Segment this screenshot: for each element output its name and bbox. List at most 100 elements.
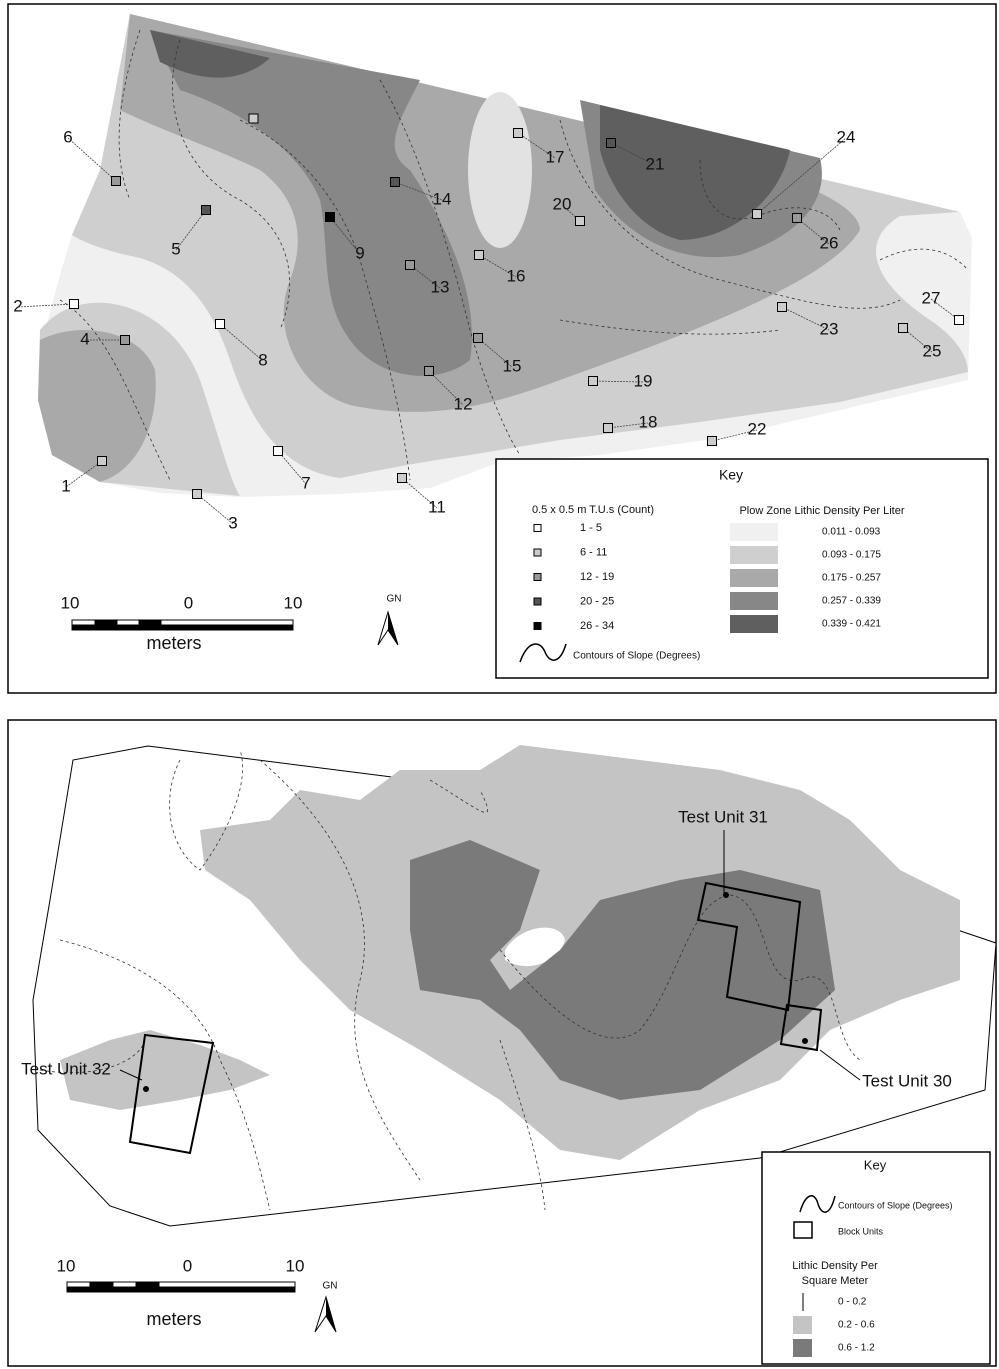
unit-label: 15 xyxy=(503,356,522,375)
unit-label: 14 xyxy=(433,189,452,208)
test-unit xyxy=(120,335,130,345)
unit-class-symbol xyxy=(533,622,542,630)
density-swatch xyxy=(730,569,778,587)
key-title: Key xyxy=(719,467,743,483)
test-unit xyxy=(954,315,964,325)
test-unit xyxy=(405,260,415,270)
key-title: Key xyxy=(864,1157,887,1172)
unit-label: 24 xyxy=(837,127,856,146)
leader xyxy=(277,450,307,485)
bottom-contours xyxy=(39,749,861,1211)
test-unit xyxy=(792,213,802,223)
leader xyxy=(711,429,758,442)
test-unit xyxy=(397,473,407,483)
unit-label: 13 xyxy=(431,277,450,296)
test-unit xyxy=(424,366,434,376)
scale-unit: meters xyxy=(146,633,201,653)
density-class-label: 0.2 - 0.6 xyxy=(838,1320,875,1331)
unit-label: 18 xyxy=(639,412,658,431)
test-unit xyxy=(575,216,585,226)
test-unit xyxy=(192,489,202,499)
test-unit xyxy=(752,209,762,219)
test-unit xyxy=(603,423,613,433)
key-density-title: Lithic Density Per xyxy=(792,1260,878,1272)
leader xyxy=(65,460,103,488)
unit-label: 23 xyxy=(820,319,839,338)
key-density-title: Plow Zone Lithic Density Per Liter xyxy=(739,505,904,517)
unit-label: 25 xyxy=(923,341,942,360)
unit-label: 12 xyxy=(454,394,473,413)
leader xyxy=(401,477,438,509)
unit-label: 4 xyxy=(80,329,89,348)
scale-label: 0 xyxy=(184,593,193,612)
leader xyxy=(219,323,264,362)
density-swatch xyxy=(793,1339,812,1357)
unit-class-label: 1 - 5 xyxy=(580,522,602,534)
test-unit xyxy=(273,446,283,456)
unit-label: 7 xyxy=(301,473,310,492)
unit-label: 6 xyxy=(63,127,72,146)
scale-label: 0 xyxy=(183,1256,192,1275)
generated-layer: 1234567891112131415161718192021222324252… xyxy=(13,113,964,1357)
unit-class-label: 20 - 25 xyxy=(580,595,614,607)
leader xyxy=(329,216,361,255)
leader xyxy=(67,137,117,182)
scale-bars xyxy=(66,619,296,1293)
scale-label: 10 xyxy=(61,593,80,612)
block-unit-symbol xyxy=(793,1221,813,1239)
unit-class-symbol xyxy=(533,573,542,581)
density-swatch xyxy=(730,546,778,564)
unit-class-symbol xyxy=(533,524,542,532)
test-unit xyxy=(473,333,483,343)
unit-label: 9 xyxy=(355,243,364,262)
unit-label: 27 xyxy=(922,288,941,307)
unit-label: 21 xyxy=(646,154,665,173)
unit-class-symbol xyxy=(533,597,542,606)
test-unit xyxy=(248,113,259,124)
unit-label: 8 xyxy=(258,350,267,369)
test-unit xyxy=(69,299,79,309)
block-units xyxy=(128,881,823,1155)
leader xyxy=(517,132,556,159)
leader xyxy=(196,493,234,525)
key-contours: Contours of Slope (Degrees) xyxy=(838,1200,953,1210)
density-swatch xyxy=(793,1316,812,1334)
leader xyxy=(796,217,830,245)
top-key-box xyxy=(495,458,989,679)
top-density-surface xyxy=(38,14,972,497)
key-block-units: Block Units xyxy=(838,1226,884,1236)
test-unit-label: Test Unit 32 xyxy=(21,1059,111,1078)
unit-label: 5 xyxy=(171,239,180,258)
unit-label: 2 xyxy=(13,296,22,315)
scale-label: 10 xyxy=(284,593,303,612)
density-class-label: 0.175 - 0.257 xyxy=(822,573,881,584)
density-class-label: 0.339 - 0.421 xyxy=(822,619,881,630)
unit-label: 20 xyxy=(553,194,572,213)
test-unit xyxy=(201,205,211,215)
north-label: GN xyxy=(323,1281,338,1292)
unit-label: 22 xyxy=(748,419,767,438)
unit-label: 1 xyxy=(61,476,70,495)
density-swatch xyxy=(730,523,778,541)
scale-unit: meters xyxy=(146,1309,201,1329)
unit-label: 26 xyxy=(820,233,839,252)
test-unit xyxy=(777,302,787,312)
leader xyxy=(478,254,517,278)
density-class-label: 0 - 0.2 xyxy=(838,1297,867,1308)
leader xyxy=(592,380,644,383)
unit-label: 3 xyxy=(228,513,237,532)
leader xyxy=(781,306,830,331)
leaders xyxy=(119,830,861,1081)
top-contour-symbol xyxy=(519,643,567,663)
key-contours: Contours of Slope (Degrees) xyxy=(573,651,700,662)
test-unit-label: Test Unit 30 xyxy=(862,1071,952,1090)
test-unit xyxy=(215,319,225,329)
density-class-label: 0.093 - 0.175 xyxy=(822,550,881,561)
test-unit xyxy=(97,456,107,466)
key-units-title: 0.5 x 0.5 m T.U.s (Count) xyxy=(532,504,654,516)
unit-class-symbol xyxy=(533,548,542,557)
test-unit-label: Test Unit 31 xyxy=(678,807,768,826)
test-unit xyxy=(606,138,616,148)
